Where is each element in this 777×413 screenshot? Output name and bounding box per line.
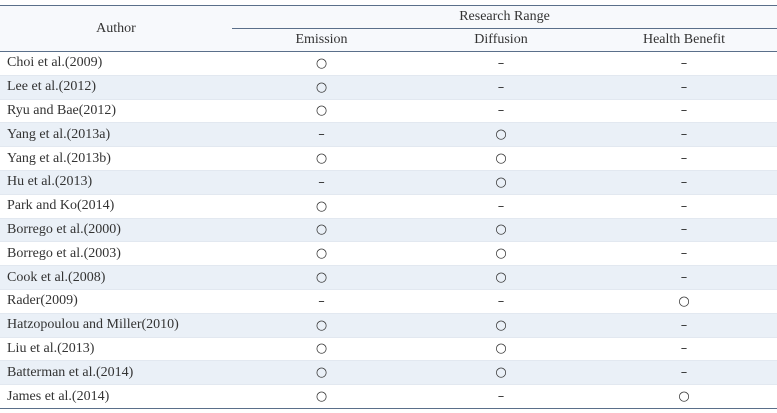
range-cell: – xyxy=(232,170,411,195)
author-cell: Rader(2009) xyxy=(0,289,232,314)
range-cell: – xyxy=(411,194,591,219)
range-cell: – xyxy=(411,289,591,314)
table-row: Ryu and Bae(2012) ○ – – xyxy=(0,99,777,124)
table-row: Borrego et al.(2003) ○ ○ – xyxy=(0,241,777,267)
range-cell: ○ xyxy=(411,337,591,362)
range-cell: – xyxy=(591,313,777,338)
group-header: Research Range xyxy=(232,5,777,29)
range-cell: ○ xyxy=(232,360,411,386)
range-cell: ○ xyxy=(232,313,411,338)
table-row: Lee et al.(2012) ○ – – xyxy=(0,75,777,100)
author-cell: Cook et al.(2008) xyxy=(0,265,232,290)
header-row: Author Research Range xyxy=(0,5,777,52)
range-cell: ○ xyxy=(232,265,411,290)
table-row: Choi et al.(2009) ○ – – xyxy=(0,51,777,76)
author-cell: Hu et al.(2013) xyxy=(0,170,232,195)
author-cell: Liu et al.(2013) xyxy=(0,337,232,362)
table-row: Park and Ko(2014) ○ – – xyxy=(0,194,777,219)
range-cell: ○ xyxy=(411,265,591,290)
table-row: Liu et al.(2013) ○ ○ – xyxy=(0,337,777,362)
range-cell: – xyxy=(591,99,777,124)
table-body: Choi et al.(2009) ○ – – Lee et al.(2012) ○ – – R… xyxy=(0,51,777,409)
author-cell: Choi et al.(2009) xyxy=(0,51,232,76)
table-row: Batterman et al.(2014) ○ ○ – xyxy=(0,360,777,386)
range-cell: ○ xyxy=(411,122,591,148)
range-cell: – xyxy=(591,265,777,290)
table-row: Hatzopoulou and Miller(2010) ○ ○ – xyxy=(0,313,777,338)
range-cell: ○ xyxy=(411,360,591,386)
range-cell: ○ xyxy=(411,313,591,338)
author-cell: James et al.(2014) xyxy=(0,384,232,409)
range-cell: ○ xyxy=(591,289,777,314)
author-cell: Yang et al.(2013b) xyxy=(0,146,232,171)
range-cell: ○ xyxy=(232,241,411,267)
range-cell: ○ xyxy=(232,51,411,76)
range-cell: – xyxy=(411,75,591,100)
range-cell: – xyxy=(591,170,777,195)
author-cell: Ryu and Bae(2012) xyxy=(0,99,232,124)
range-cell: – xyxy=(591,218,777,243)
author-cell: Borrego et al.(2003) xyxy=(0,241,232,267)
range-cell: – xyxy=(591,51,777,76)
range-cell: – xyxy=(591,337,777,362)
range-cell: ○ xyxy=(411,146,591,171)
range-cell: ○ xyxy=(232,75,411,100)
author-cell: Yang et al.(2013a) xyxy=(0,122,232,148)
table-row: Yang et al.(2013b) ○ ○ – xyxy=(0,146,777,171)
range-cell: – xyxy=(591,360,777,386)
range-cell: – xyxy=(591,122,777,148)
range-cell: ○ xyxy=(232,218,411,243)
range-cell: ○ xyxy=(232,146,411,171)
table-row: Hu et al.(2013) – ○ – xyxy=(0,170,777,195)
range-cell: – xyxy=(591,241,777,267)
column-header: Emission xyxy=(232,28,411,52)
range-cell: – xyxy=(232,122,411,148)
research-table: Author Research Range Emission Diffusion… xyxy=(0,5,777,409)
range-cell: – xyxy=(232,289,411,314)
range-cell: ○ xyxy=(411,218,591,243)
table-row: Yang et al.(2013a) – ○ – xyxy=(0,122,777,148)
range-cell: ○ xyxy=(232,337,411,362)
range-cell: – xyxy=(591,146,777,171)
column-header: Diffusion xyxy=(411,28,591,52)
table-row: Rader(2009) – – ○ xyxy=(0,289,777,314)
author-cell: Lee et al.(2012) xyxy=(0,75,232,100)
range-cell: ○ xyxy=(411,170,591,195)
author-cell: Park and Ko(2014) xyxy=(0,194,232,219)
author-cell: Hatzopoulou and Miller(2010) xyxy=(0,313,232,338)
range-cell: – xyxy=(591,75,777,100)
range-cell: ○ xyxy=(232,99,411,124)
range-cell: ○ xyxy=(411,241,591,267)
table-row: Cook et al.(2008) ○ ○ – xyxy=(0,265,777,290)
range-cell: ○ xyxy=(591,384,777,409)
range-cell: – xyxy=(411,51,591,76)
subheader-row: Emission Diffusion Health Benefit xyxy=(0,28,777,52)
range-cell: ○ xyxy=(232,384,411,409)
table-row: James et al.(2014) ○ – ○ xyxy=(0,384,777,409)
author-cell: Borrego et al.(2000) xyxy=(0,218,232,243)
range-cell: ○ xyxy=(232,194,411,219)
range-cell: – xyxy=(411,99,591,124)
author-header: Author xyxy=(0,5,232,52)
author-cell: Batterman et al.(2014) xyxy=(0,360,232,386)
table-row: Borrego et al.(2000) ○ ○ – xyxy=(0,218,777,243)
range-cell: – xyxy=(411,384,591,409)
column-header: Health Benefit xyxy=(591,28,777,52)
range-cell: – xyxy=(591,194,777,219)
